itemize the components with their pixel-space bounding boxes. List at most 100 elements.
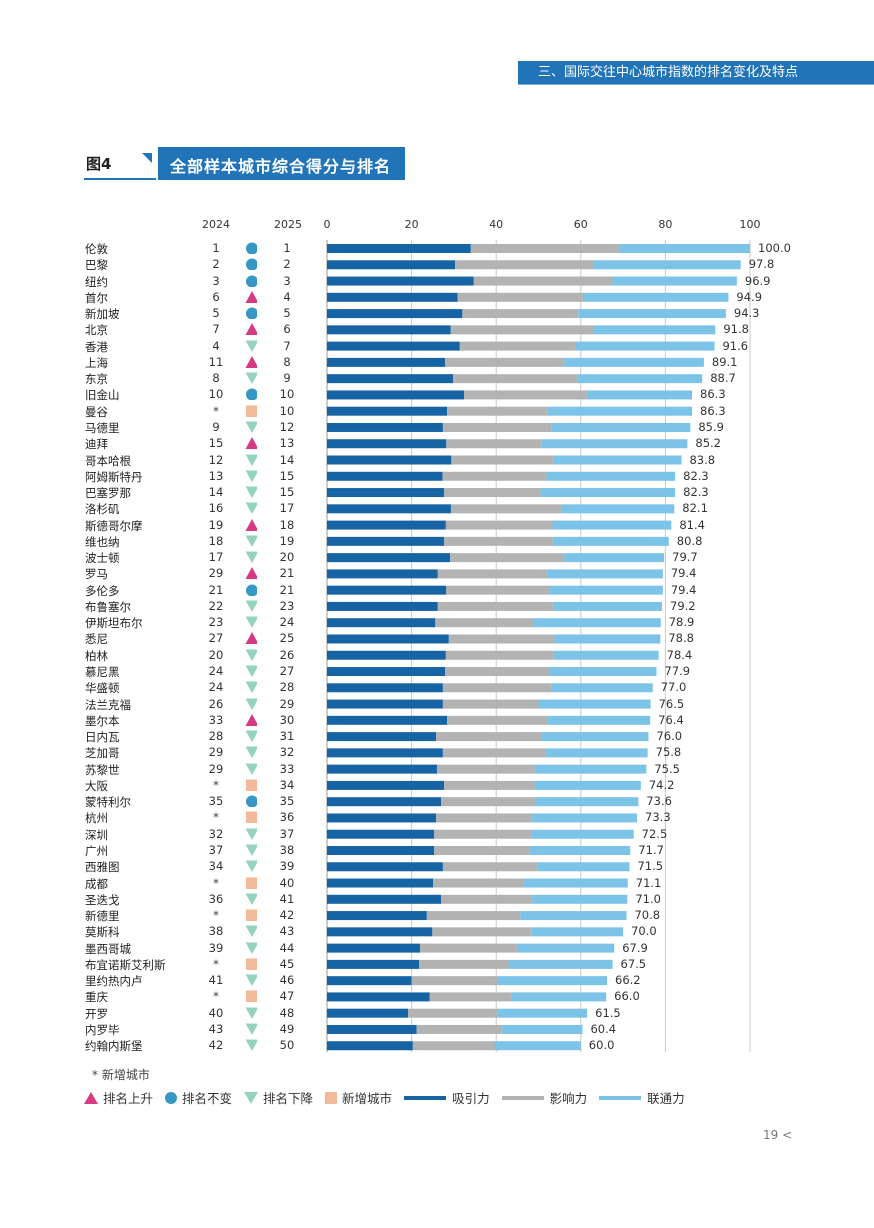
bar-segment-connectivity <box>552 520 672 530</box>
total-score-label: 76.0 <box>656 729 683 744</box>
bar-segment-influence <box>455 260 594 270</box>
bar-segment-attraction <box>327 276 474 286</box>
rank-down-triangle-icon <box>245 551 257 564</box>
bar-segment-connectivity <box>549 585 663 595</box>
bar-segment-influence <box>459 341 575 351</box>
rank-down-triangle-icon <box>245 893 257 905</box>
x-tick-label: 80 <box>658 218 673 231</box>
rank-2024: 18 <box>208 533 224 548</box>
bar-segment-attraction <box>327 715 448 725</box>
rank-2025: 43 <box>279 924 295 939</box>
rank-2024: 34 <box>208 859 224 874</box>
rank-2024: * <box>213 875 219 890</box>
total-score-label: 85.2 <box>695 436 721 451</box>
total-score-label: 86.3 <box>700 403 726 418</box>
city-label: 马德里 <box>85 420 120 435</box>
total-score-label: 82.3 <box>683 485 709 500</box>
rank-down-triangle-icon <box>245 454 257 466</box>
city-label: 首尔 <box>85 290 108 305</box>
bar-segment-influence <box>420 943 517 953</box>
legend-new-city-label: 新增城市 <box>342 1091 393 1106</box>
bar-segment-connectivity <box>533 618 661 628</box>
rank-down-triangle-icon <box>245 942 257 954</box>
rank-down-triangle-icon <box>245 1039 257 1052</box>
bar-segment-connectivity <box>537 862 630 872</box>
bar-segment-connectivity <box>578 309 726 319</box>
bar-segment-attraction <box>327 1041 413 1051</box>
city-label: 旧金山 <box>85 388 120 403</box>
bar-segment-attraction <box>327 325 451 335</box>
rank-2025: 47 <box>279 989 295 1004</box>
rank-2025: 13 <box>279 436 295 451</box>
bar-segment-attraction <box>327 699 443 709</box>
bar-segment-connectivity <box>577 374 703 384</box>
city-label: 深圳 <box>85 827 108 842</box>
rank-down-triangle-icon <box>245 974 257 987</box>
bar-segment-connectivity <box>541 732 649 742</box>
bar-segment-attraction <box>327 862 443 872</box>
rank-down-triangle-icon <box>245 681 257 694</box>
influence-swatch <box>501 1095 544 1100</box>
bar-segment-connectivity <box>593 325 716 335</box>
total-score-label: 79.7 <box>672 550 698 565</box>
rank-2024: * <box>213 956 219 971</box>
total-score-label: 81.4 <box>679 517 705 532</box>
legend-influence-label: 影响力 <box>549 1091 588 1106</box>
bar-segment-influence <box>437 569 548 579</box>
rank-2025: 33 <box>279 761 295 776</box>
total-score-label: 77.0 <box>660 680 687 695</box>
city-label: 重庆 <box>85 990 108 1005</box>
legend-connectivity: 联通力 <box>599 1088 685 1107</box>
bar-segment-attraction <box>327 422 443 432</box>
city-label: 布宜诺斯艾利斯 <box>85 957 166 972</box>
bar-segment-connectivity <box>497 1008 588 1018</box>
city-label: 纽约 <box>85 274 108 289</box>
bar-segment-influence <box>448 634 555 644</box>
total-score-label: 75.5 <box>654 761 680 776</box>
total-score-label: 78.4 <box>666 647 693 662</box>
city-label: 大阪 <box>85 778 108 793</box>
rank-2024: 26 <box>208 696 224 711</box>
city-label: 罗马 <box>85 567 108 582</box>
bar-segment-influence <box>426 911 521 921</box>
rank-2024: 43 <box>208 1021 224 1036</box>
rank-2025: 35 <box>279 794 295 809</box>
bar-segment-attraction <box>327 764 437 774</box>
bar-segment-attraction <box>327 667 446 677</box>
legend-connectivity-label: 联通力 <box>647 1091 685 1106</box>
city-label: 芝加哥 <box>85 746 120 761</box>
rank-2025: 18 <box>279 517 295 532</box>
total-score-label: 94.9 <box>736 289 763 304</box>
bar-segment-influence <box>429 992 512 1002</box>
rank-2024: 4 <box>212 338 220 353</box>
rank-2024: 27 <box>208 631 224 646</box>
total-score-label: 71.0 <box>635 891 661 906</box>
city-label: 悉尼 <box>85 632 108 647</box>
bar-segment-influence <box>442 471 547 481</box>
bar-segment-attraction <box>327 292 458 302</box>
bar-segment-connectivity <box>532 894 628 904</box>
figure-label: 图4 <box>86 155 112 173</box>
rank-2024: 21 <box>208 582 224 597</box>
legend-rank-same-label: 排名不变 <box>182 1091 233 1106</box>
rank-2025: 24 <box>279 615 295 630</box>
bar-segment-connectivity <box>516 943 615 953</box>
bar-segment-attraction <box>327 618 436 628</box>
bar-segment-influence <box>434 829 532 839</box>
rank-2025: 40 <box>279 875 295 890</box>
rank-down-triangle-icon <box>245 665 257 678</box>
legend-new-city: 新增城市 <box>325 1088 392 1107</box>
bar-segment-attraction <box>327 455 452 465</box>
rank-same-circle-icon <box>246 242 257 254</box>
city-label: 新加坡 <box>85 307 120 322</box>
city-label: 墨西哥城 <box>85 941 131 956</box>
rank-up-triangle-icon <box>245 323 257 336</box>
bar-segment-connectivity <box>541 439 688 449</box>
bar-segment-attraction <box>327 569 438 579</box>
rank-2025: 42 <box>279 908 295 923</box>
rank-2024: 17 <box>208 550 224 565</box>
figure-title: 全部样本城市综合得分与排名 <box>170 157 392 176</box>
bar-segment-attraction <box>327 439 447 449</box>
